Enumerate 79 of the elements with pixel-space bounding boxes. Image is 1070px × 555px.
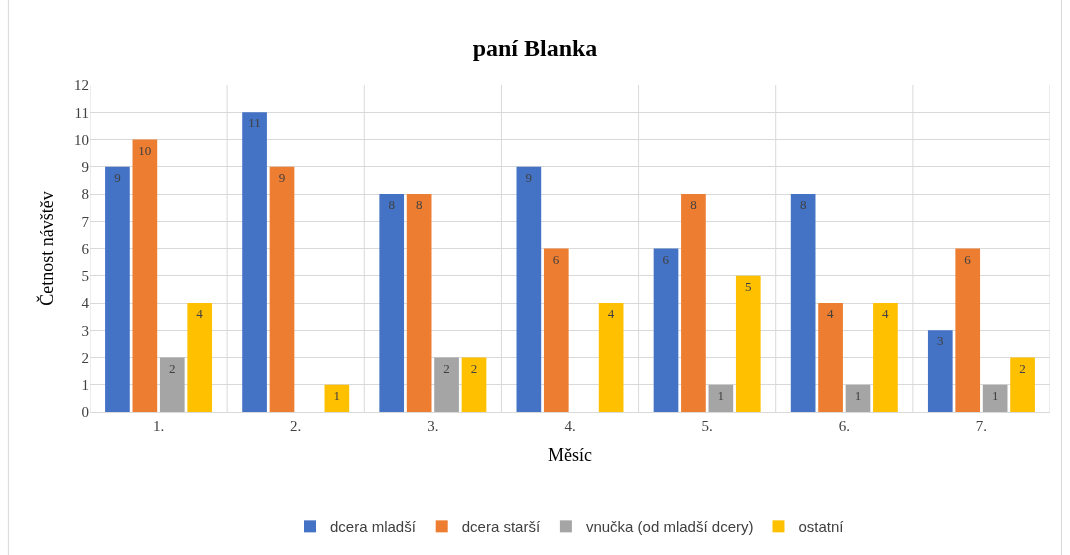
bar [790, 194, 816, 412]
data-label: 1 [991, 387, 999, 403]
bar [982, 384, 1008, 412]
bar [681, 194, 706, 412]
data-label: 6 [552, 251, 560, 267]
bar [434, 357, 459, 412]
bar [845, 384, 871, 412]
data-label: 8 [799, 197, 807, 212]
data-label: 9 [278, 169, 286, 185]
chart-title: paní Blanka [472, 34, 598, 61]
bar [105, 166, 130, 412]
data-label: 2 [169, 360, 176, 376]
legend-label: dcera mladší [330, 518, 417, 536]
bar [461, 357, 487, 412]
bar [543, 248, 569, 412]
data-label: 1 [854, 387, 862, 403]
data-label: 4 [827, 306, 835, 321]
data-label: 9 [525, 169, 533, 185]
y-tick-label: 3 [81, 322, 89, 339]
bar [955, 248, 981, 412]
bar [187, 303, 213, 412]
y-tick-label: 5 [81, 268, 89, 284]
data-label: 4 [881, 306, 889, 321]
x-tick-label: 4. [564, 418, 576, 434]
y-tick-label: 11 [74, 104, 89, 121]
bar [598, 303, 624, 412]
y-tick-label: 12 [74, 77, 89, 94]
legend-label: vnučka (od mladší dcery) [585, 518, 754, 536]
bar [132, 139, 158, 412]
data-label: 8 [690, 197, 697, 212]
data-label: 6 [662, 251, 670, 267]
data-label: 11 [248, 115, 261, 131]
bar [1010, 357, 1035, 412]
x-tick-label: 5. [701, 418, 713, 434]
data-label: 2 [470, 360, 478, 376]
data-label: 1 [333, 387, 341, 403]
y-tick-label: 4 [81, 295, 90, 312]
y-tick-label: 10 [74, 131, 89, 148]
bar [406, 194, 432, 412]
y-axis-title: Četnost návštěv [36, 191, 58, 306]
data-label: 4 [607, 306, 615, 321]
data-label: 4 [196, 306, 204, 321]
bar [379, 194, 405, 412]
x-tick-label: 3. [427, 418, 439, 434]
data-label: 2 [443, 360, 450, 376]
y-tick-label: 0 [81, 404, 89, 421]
data-label: 8 [388, 197, 395, 212]
bar [653, 248, 679, 412]
bar [324, 384, 350, 412]
x-tick-label: 6. [838, 418, 850, 434]
bar [269, 166, 295, 412]
bar [873, 303, 898, 412]
y-tick-label: 9 [81, 159, 89, 175]
x-axis-title: Měsíc [548, 445, 592, 466]
data-label: 6 [964, 251, 972, 267]
data-label: 3 [937, 333, 944, 349]
bar [708, 384, 734, 412]
y-tick-label: 2 [81, 349, 89, 366]
bar [927, 330, 953, 412]
bar [242, 112, 267, 412]
bar [159, 357, 185, 412]
data-label: 1 [717, 387, 725, 403]
bar [818, 303, 843, 412]
legend-label: dcera starší [461, 518, 541, 536]
y-tick-label: 1 [81, 377, 89, 393]
data-label: 5 [745, 278, 752, 294]
y-tick-label: 6 [81, 240, 90, 257]
data-label: 8 [415, 197, 423, 212]
y-tick-label: 8 [81, 186, 89, 203]
bar [516, 166, 542, 412]
x-tick-label: 7. [975, 418, 988, 434]
bar [735, 275, 761, 412]
data-label: 10 [138, 142, 152, 158]
x-tick-label: 1. [152, 418, 165, 434]
y-tick-label: 7 [81, 213, 90, 230]
data-label: 2 [1019, 360, 1026, 376]
x-tick-label: 2. [290, 418, 302, 434]
legend-label: ostatní [798, 518, 845, 536]
data-label: 9 [114, 169, 121, 185]
